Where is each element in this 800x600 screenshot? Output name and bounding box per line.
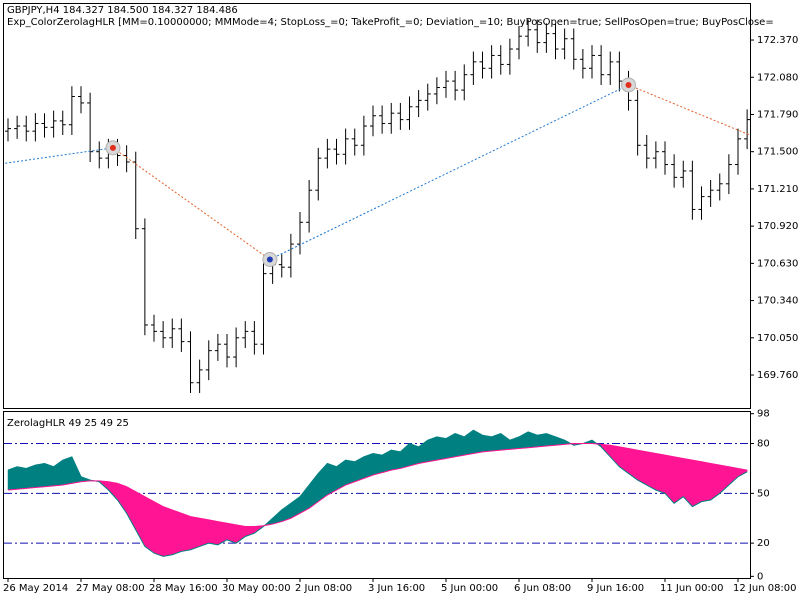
cloud-segment (436, 436, 447, 461)
cloud-segment (537, 433, 547, 448)
deal-line (112, 147, 271, 260)
deal-line (628, 84, 751, 136)
cloud-segment (692, 459, 702, 508)
cloud-segment (181, 512, 191, 552)
indicator-header: ZerolagHLR 49 25 49 25 (7, 418, 129, 429)
y-tick-label: 172.370 (757, 35, 798, 46)
cloud-segment (655, 453, 666, 494)
x-tick-label: 27 May 08:00 (76, 583, 145, 594)
x-tick-label: 12 Jun 08:00 (733, 583, 797, 594)
cloud-segment (199, 517, 209, 547)
cloud-segment (144, 496, 155, 554)
cloud-segment (363, 453, 374, 479)
cloud-segment (482, 434, 492, 453)
price-panel (3, 3, 751, 409)
cloud-segment (409, 443, 419, 467)
symbol-header: GBPJPY,H4 184.327 184.500 184.327 184.48… (7, 5, 238, 16)
x-tick-label: 6 Jun 08:00 (514, 583, 571, 594)
cloud-segment (172, 509, 182, 556)
cloud-segment (646, 451, 657, 491)
y-tick-label: 171.500 (757, 147, 798, 158)
x-tick-label: 28 May 16:00 (149, 583, 218, 594)
deal-line (269, 84, 629, 260)
y-tick-label: 170.920 (757, 221, 798, 232)
cloud-segment (162, 506, 173, 557)
y-tick-label: 170.340 (757, 296, 798, 307)
indicator-line (7, 443, 748, 528)
cloud-segment (62, 456, 73, 486)
y-tick-label: 50 (757, 488, 770, 499)
x-tick-label: 26 May 2014 (3, 583, 68, 594)
cloud-segment (637, 449, 647, 486)
x-tick-label: 11 Jun 00:00 (660, 583, 724, 594)
cloud-segment (35, 463, 45, 488)
cloud-segment (26, 464, 36, 489)
cloud-segment (372, 453, 383, 476)
cloud-segment (16, 466, 27, 490)
x-tick-label: 2 Jun 08:00 (295, 583, 352, 594)
y-tick-label: 170.630 (757, 258, 798, 269)
cloud-segment (190, 516, 200, 551)
cloud-segment (7, 466, 18, 491)
cloud-segment (427, 436, 438, 463)
y-tick-label: 0 (757, 571, 763, 582)
y-tick-label: 172.080 (757, 72, 798, 83)
cloud-segment (345, 459, 355, 486)
y-tick-label: 20 (757, 538, 770, 549)
cloud-segment (701, 461, 711, 502)
indicator-panel (3, 411, 751, 579)
cloud-segment (391, 449, 401, 471)
x-tick-label: 30 May 00:00 (222, 583, 291, 594)
y-tick-label: 170.050 (757, 333, 798, 344)
y-tick-label: 80 (757, 439, 770, 450)
cloud-segment (673, 456, 684, 504)
deal-marker (625, 81, 632, 88)
expert-header: Exp_ColorZerolagHLR [MM=0.10000000; MMMo… (7, 17, 774, 28)
x-tick-label: 3 Jun 16:00 (368, 583, 425, 594)
cloud-segment (208, 519, 219, 546)
cloud-segment (454, 433, 465, 458)
x-tick-label: 9 Jun 16:00 (587, 583, 644, 594)
y-tick-label: 169.760 (757, 370, 798, 381)
indicator-line (7, 429, 748, 557)
y-tick-label: 171.210 (757, 184, 798, 195)
y-tick-label: 171.790 (757, 109, 798, 120)
x-tick-label: 5 Jun 00:00 (441, 583, 498, 594)
cloud-segment (153, 501, 164, 557)
cloud-segment (44, 463, 54, 487)
deal-marker (266, 256, 273, 263)
deal-marker (109, 144, 116, 151)
y-tick-label: 98 (757, 409, 770, 420)
